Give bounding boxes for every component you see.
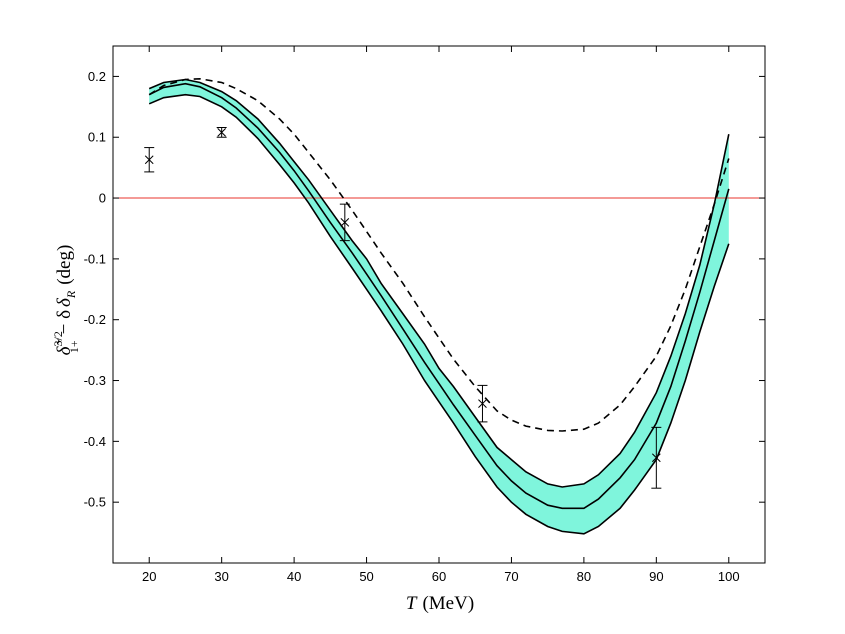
y-tick-label: -0.3 [84, 373, 106, 388]
y-tick-label: 0.1 [88, 130, 106, 145]
series-line-dashed [148, 77, 730, 432]
series-line-band-upper [148, 78, 730, 488]
y-tick-label: -0.5 [84, 495, 106, 510]
x-tick-label: 40 [287, 569, 301, 584]
y-tick-label: 0.2 [88, 69, 106, 84]
y-tick-label: -0.2 [84, 312, 106, 327]
x-tick-label: 60 [432, 569, 446, 584]
marker-x-b [217, 128, 227, 137]
x-tick-label: 100 [718, 569, 740, 584]
axes: 20 30 40 50 60 70 80 90 100 0.2 0.1 0 -0.1 -0.2 -0.3 -0… [84, 45, 766, 584]
data-point-2 [339, 203, 350, 242]
marker-x-b [144, 155, 154, 165]
data-point-3 [477, 384, 488, 423]
y-tick-label: -0.4 [84, 434, 106, 449]
x-tick-label: 80 [577, 569, 591, 584]
marker-x-b [651, 453, 661, 463]
data-point-0 [144, 147, 155, 173]
x-tick-label: 20 [142, 569, 156, 584]
x-tick-label: 90 [649, 569, 663, 584]
x-axis-title: T (MeV) [406, 593, 474, 614]
marker-x-b [478, 399, 487, 408]
x-tick-label: 50 [359, 569, 373, 584]
x-tick-label: 70 [504, 569, 518, 584]
series-line-central [148, 82, 730, 510]
y-tick-label: 0 [99, 191, 106, 206]
y-tick-label: -0.1 [84, 251, 106, 266]
y-axis-title: δ̃3/21+− δδR(deg) [51, 245, 81, 356]
data-point-4 [651, 426, 662, 489]
plot-area [113, 77, 765, 535]
marker-x-b [340, 218, 350, 227]
x-tick-label: 30 [214, 569, 228, 584]
series-line-band-lower [148, 93, 730, 535]
data-point-1 [216, 127, 227, 138]
